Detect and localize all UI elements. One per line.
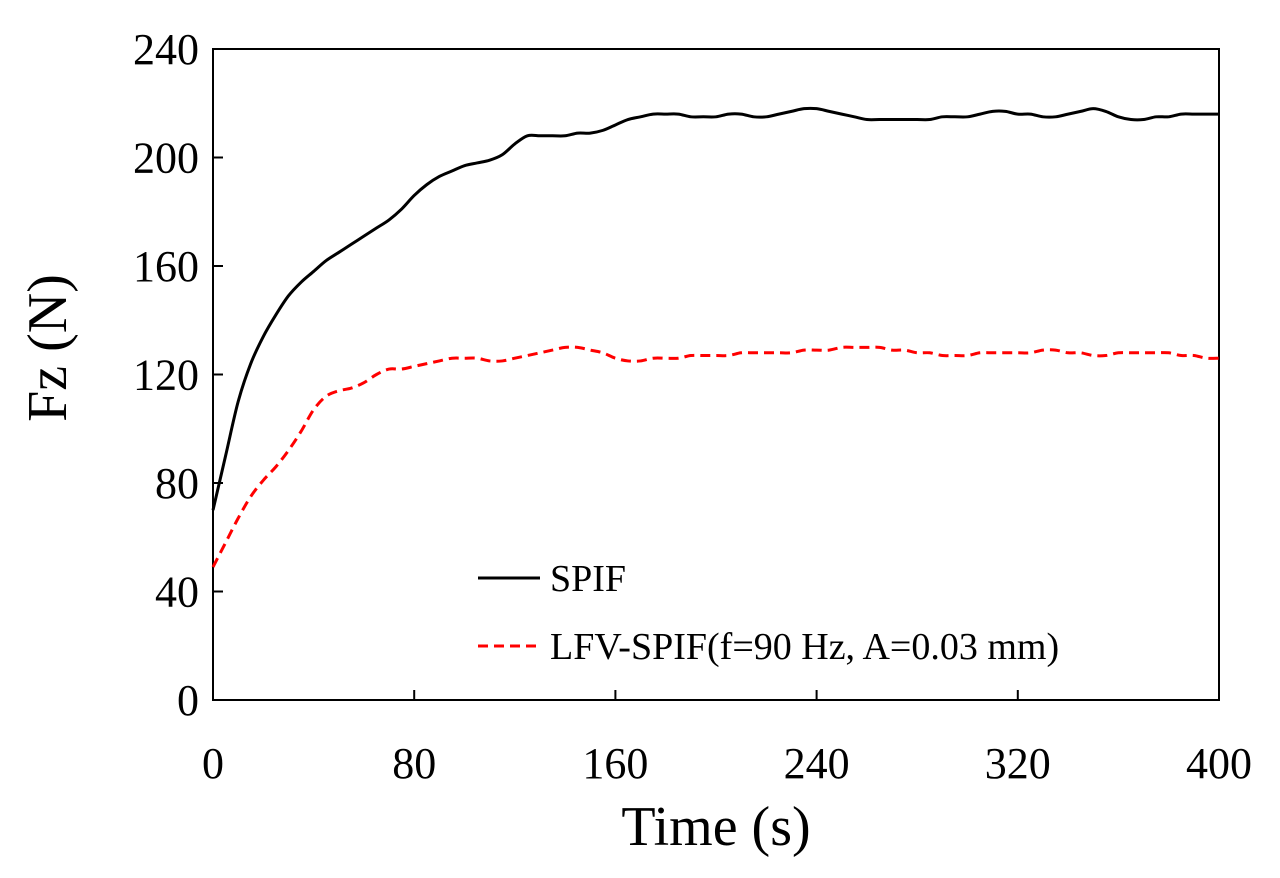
legend: SPIF LFV-SPIF(f=90 Hz, A=0.03 mm) (478, 558, 1059, 668)
series-line-lfv-spif (211, 345, 1220, 568)
y-tick-label: 160 (133, 242, 199, 291)
y-axis-ticks: 0 40 80 120 160 200 240 (133, 25, 223, 725)
legend-label-lfv-spif: LFV-SPIF(f=90 Hz, A=0.03 mm) (550, 626, 1059, 668)
y-tick-label: 0 (177, 676, 199, 725)
x-tick-label: 160 (582, 739, 648, 788)
series-line-spif (211, 106, 1219, 511)
y-tick-label: 40 (155, 568, 199, 617)
x-tick-label: 400 (1186, 739, 1252, 788)
y-tick-label: 120 (133, 351, 199, 400)
y-tick-label: 240 (133, 25, 199, 74)
x-tick-label: 80 (392, 739, 436, 788)
series-layer (211, 106, 1220, 568)
x-tick-label: 0 (202, 739, 224, 788)
x-tick-label: 320 (985, 739, 1051, 788)
x-tick-label: 240 (784, 739, 850, 788)
plot-area-frame (212, 48, 1220, 701)
y-axis-title: Fz (N) (17, 274, 79, 422)
x-axis-title: Time (s) (621, 796, 810, 858)
x-axis-ticks: 0 80 160 240 320 400 (202, 690, 1252, 788)
y-tick-label: 200 (133, 134, 199, 183)
legend-label-spif: SPIF (550, 558, 626, 600)
y-tick-label: 80 (155, 459, 199, 508)
